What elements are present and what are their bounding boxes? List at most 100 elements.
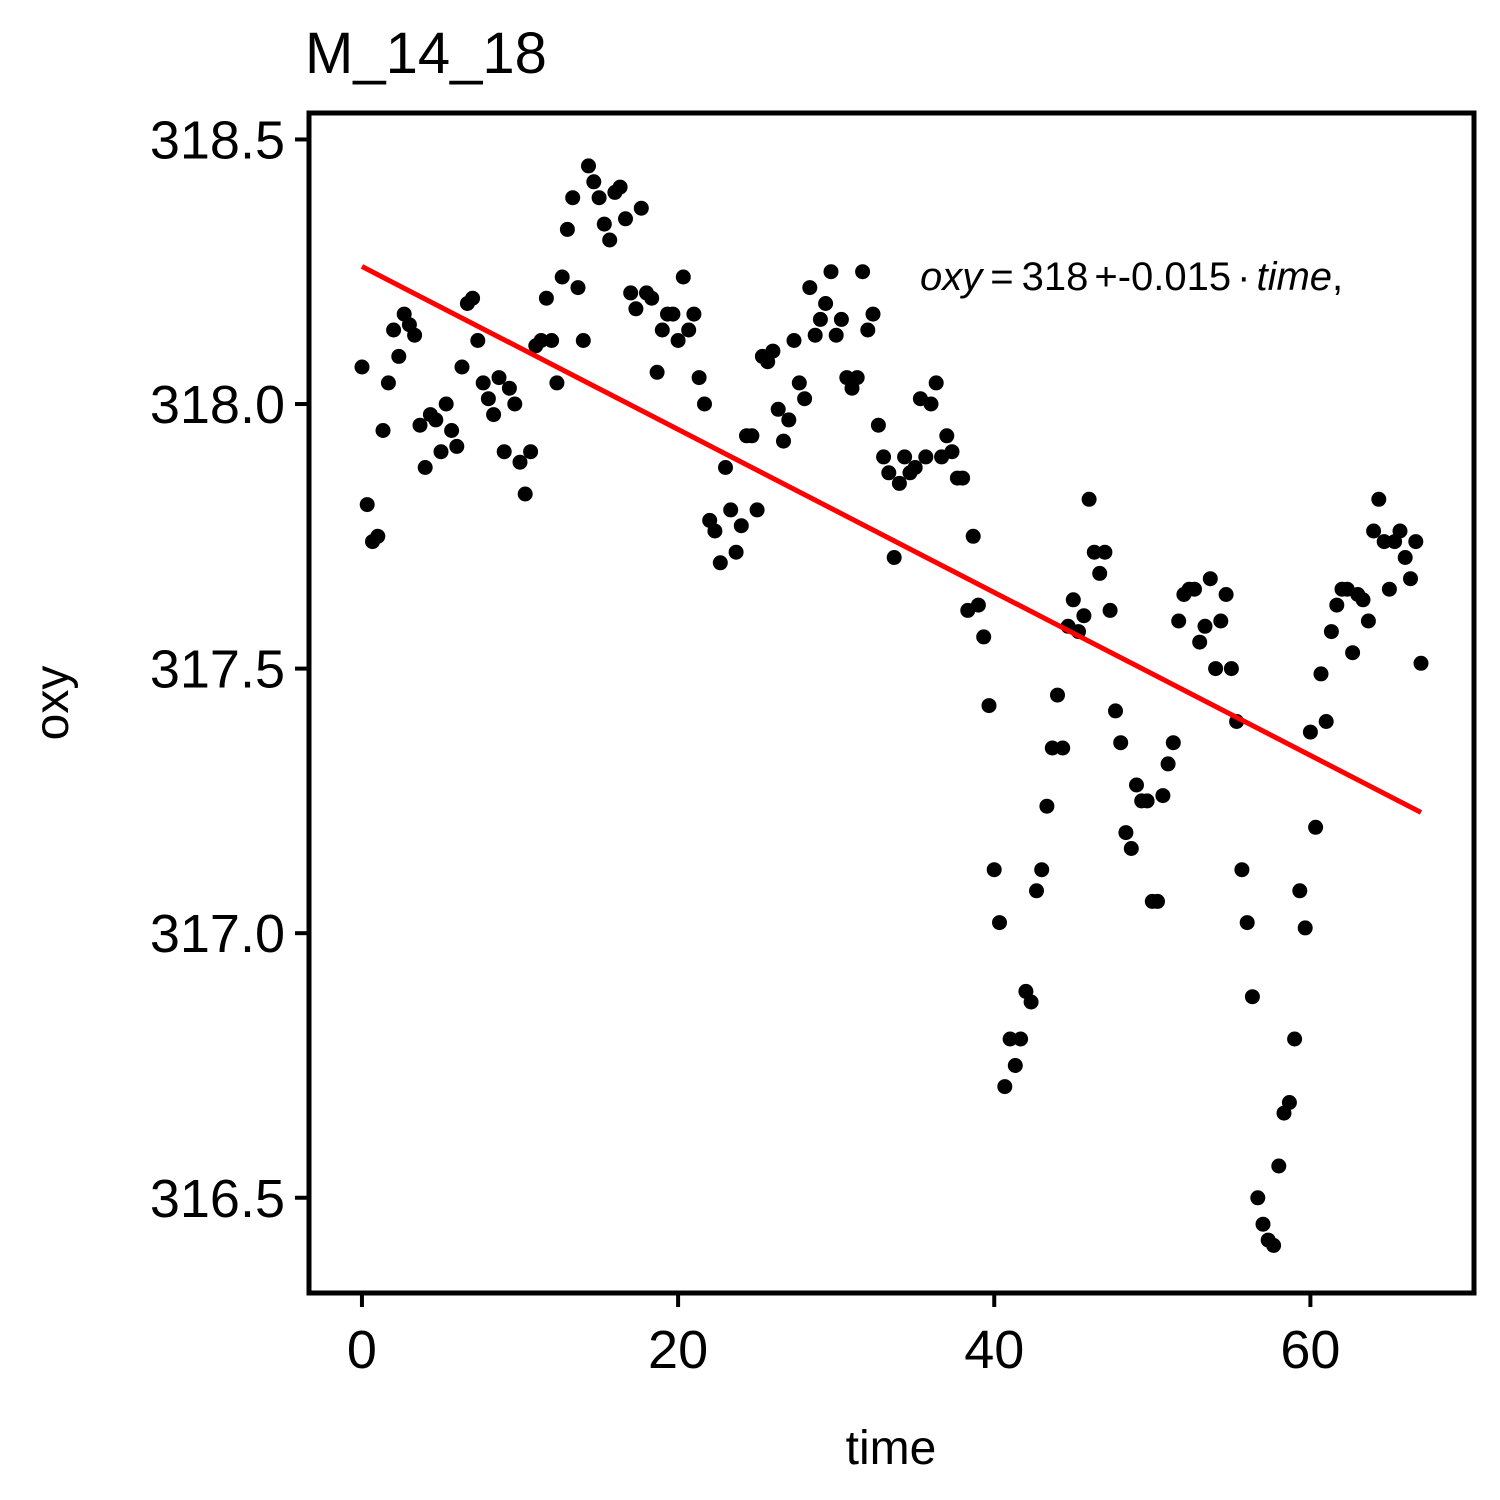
- data-point: [544, 333, 560, 348]
- data-point: [665, 306, 681, 322]
- data-point: [776, 433, 791, 449]
- data-point: [686, 306, 702, 322]
- data-point: [1408, 534, 1424, 550]
- data-point: [923, 396, 939, 412]
- data-point: [1113, 735, 1129, 751]
- data-point: [507, 396, 523, 412]
- data-point: [1355, 592, 1371, 608]
- data-point: [1155, 788, 1171, 804]
- data-point: [681, 322, 697, 338]
- equation-right-variable: time: [1256, 255, 1332, 299]
- data-point: [1292, 883, 1308, 899]
- regression-line: [360, 264, 1423, 815]
- data-point: [712, 555, 728, 571]
- data-point: [612, 179, 628, 195]
- data-point: [860, 322, 876, 338]
- data-point: [517, 486, 533, 502]
- data-point: [370, 528, 386, 544]
- data-point: [1381, 581, 1397, 597]
- data-point: [1223, 661, 1239, 677]
- data-point: [417, 460, 433, 475]
- data-point: [670, 333, 686, 348]
- data-point: [512, 454, 528, 470]
- data-point: [723, 502, 739, 518]
- data-point: [391, 348, 407, 364]
- data-point: [1413, 655, 1429, 671]
- data-point: [1208, 661, 1224, 677]
- data-point: [1244, 989, 1260, 1005]
- data-point: [1013, 1031, 1029, 1047]
- data-point: [897, 449, 913, 465]
- y-tick-label: 318.0: [150, 375, 285, 435]
- data-point: [1165, 735, 1181, 751]
- data-point: [1039, 798, 1055, 814]
- data-point: [1076, 608, 1092, 624]
- data-points: [354, 158, 1429, 1253]
- data-point: [1187, 581, 1202, 597]
- y-tick-label: 318.5: [150, 110, 285, 170]
- data-point: [1281, 1095, 1297, 1110]
- data-point: [765, 343, 781, 359]
- y-tick-label: 317.0: [150, 904, 285, 964]
- data-point: [828, 327, 844, 343]
- data-point: [1044, 740, 1060, 756]
- data-point: [1302, 724, 1318, 740]
- data-point: [1371, 491, 1387, 507]
- data-point: [707, 523, 723, 539]
- data-point: [375, 423, 391, 438]
- data-point: [797, 391, 813, 407]
- data-point: [981, 698, 997, 714]
- equation-equals: =: [990, 255, 1013, 299]
- data-point: [992, 915, 1007, 931]
- data-point: [533, 333, 549, 348]
- data-point: [412, 417, 428, 433]
- data-point: [728, 544, 744, 560]
- data-point: [1108, 703, 1123, 719]
- data-point: [1397, 550, 1413, 565]
- data-point: [1266, 1237, 1282, 1253]
- data-point: [1308, 819, 1324, 835]
- data-point: [675, 269, 691, 285]
- data-point: [1318, 714, 1334, 729]
- data-point: [444, 423, 460, 438]
- data-point: [939, 428, 955, 444]
- data-point: [907, 460, 923, 475]
- data-point: [1271, 1158, 1287, 1174]
- data-point: [1007, 1058, 1023, 1073]
- data-point: [718, 460, 733, 475]
- data-point: [855, 264, 871, 280]
- data-point: [881, 465, 897, 481]
- data-point: [1192, 634, 1208, 650]
- data-point: [1197, 618, 1213, 634]
- data-point: [1160, 756, 1176, 772]
- data-point: [628, 301, 644, 317]
- data-point: [1034, 862, 1050, 878]
- data-point: [749, 502, 765, 518]
- data-point: [433, 444, 449, 460]
- data-point: [470, 333, 486, 348]
- data-point: [791, 375, 807, 391]
- data-point: [1345, 645, 1361, 661]
- data-point: [1050, 687, 1065, 703]
- data-point: [618, 211, 633, 227]
- equation-slope: -0.015: [1118, 255, 1231, 299]
- data-point: [1218, 587, 1234, 602]
- data-point: [644, 290, 660, 306]
- data-point: [770, 401, 786, 417]
- data-point: [1403, 571, 1418, 587]
- data-point: [633, 200, 649, 216]
- equation-comma: ,: [1332, 255, 1343, 299]
- data-point: [480, 391, 496, 407]
- data-point: [559, 221, 575, 237]
- data-point: [1129, 777, 1144, 793]
- x-tick-label: 20: [648, 1320, 708, 1380]
- data-point: [496, 444, 512, 460]
- data-point: [1171, 613, 1187, 629]
- data-point: [786, 333, 802, 348]
- data-point: [1213, 613, 1229, 629]
- data-point: [733, 518, 749, 534]
- data-point: [1202, 571, 1218, 587]
- data-point: [1055, 740, 1071, 756]
- data-point: [997, 1079, 1013, 1095]
